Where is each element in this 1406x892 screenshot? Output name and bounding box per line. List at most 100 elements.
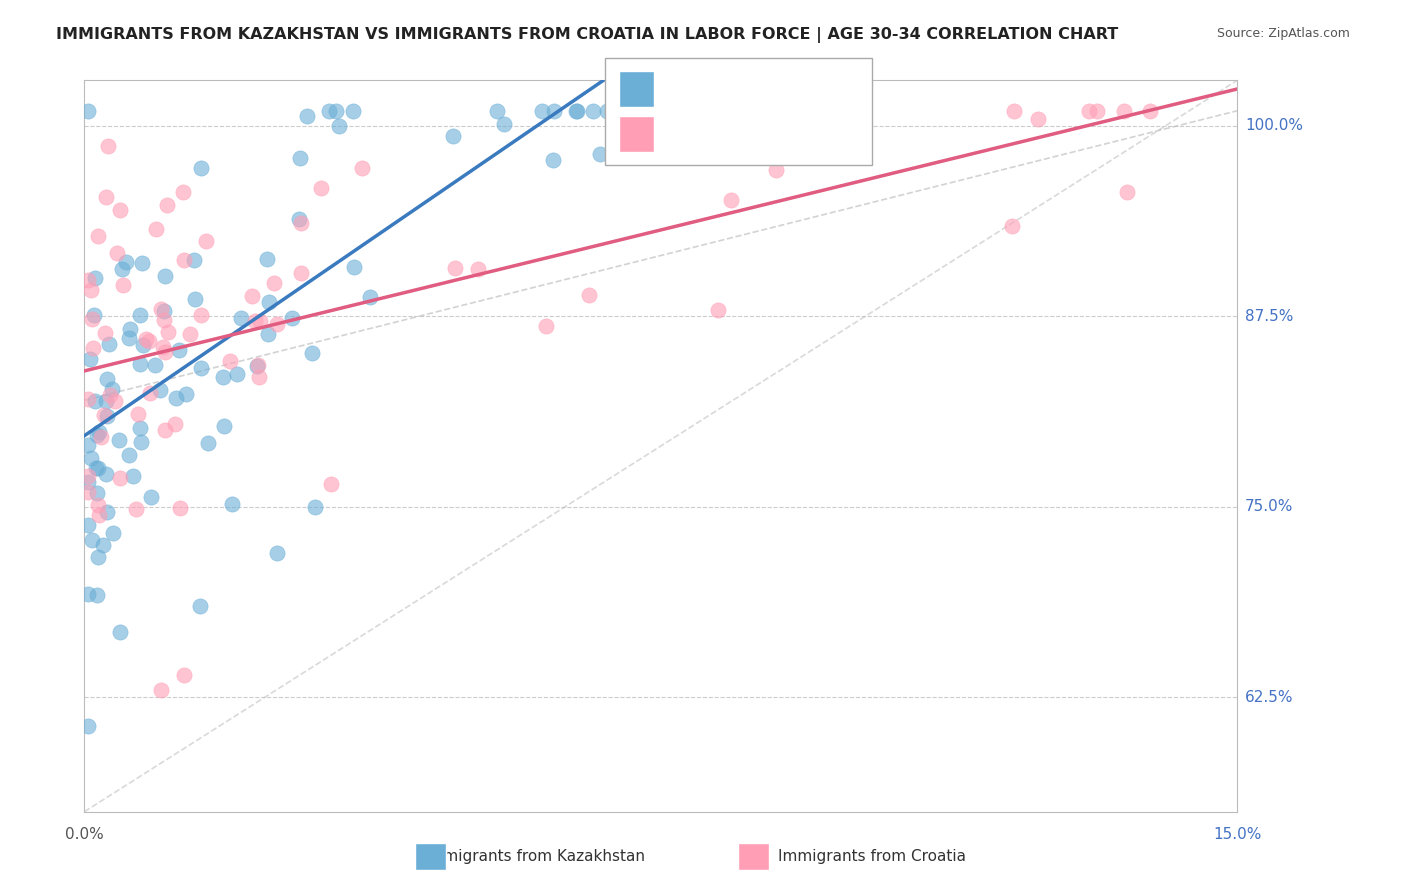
Point bbox=[494, 117, 516, 131]
Point bbox=[343, 260, 366, 274]
Point bbox=[77, 437, 100, 451]
Text: 100.0%: 100.0% bbox=[1244, 119, 1303, 134]
Point bbox=[96, 372, 118, 386]
Point bbox=[350, 161, 373, 175]
Point bbox=[94, 326, 117, 340]
Point bbox=[86, 588, 108, 602]
Text: 0.0%: 0.0% bbox=[65, 827, 104, 842]
Point bbox=[441, 128, 464, 143]
Point bbox=[304, 500, 326, 514]
Text: Source: ZipAtlas.com: Source: ZipAtlas.com bbox=[1216, 27, 1350, 40]
Point bbox=[94, 190, 117, 204]
Point bbox=[1026, 112, 1049, 127]
Point bbox=[97, 336, 120, 351]
Point bbox=[173, 667, 195, 681]
Point bbox=[94, 394, 117, 409]
Point bbox=[77, 273, 100, 287]
Point bbox=[444, 260, 467, 275]
Point bbox=[80, 283, 103, 297]
Point bbox=[125, 502, 148, 516]
Point bbox=[229, 311, 252, 326]
Point bbox=[129, 308, 152, 322]
Point bbox=[290, 216, 312, 230]
Point bbox=[149, 384, 172, 398]
Point bbox=[1001, 219, 1024, 234]
Point bbox=[212, 419, 235, 434]
Point bbox=[77, 719, 100, 733]
Point bbox=[77, 484, 100, 499]
Point bbox=[115, 254, 138, 268]
Point bbox=[280, 311, 302, 326]
Point bbox=[184, 292, 207, 306]
Point bbox=[247, 370, 270, 384]
Point bbox=[257, 327, 280, 342]
Point bbox=[706, 303, 728, 318]
Point bbox=[77, 468, 100, 483]
Point bbox=[108, 203, 131, 218]
Point bbox=[82, 341, 104, 355]
Point bbox=[103, 525, 125, 540]
Point bbox=[139, 386, 162, 401]
Point bbox=[259, 295, 281, 310]
Point bbox=[127, 407, 149, 421]
Point bbox=[98, 388, 121, 402]
Text: 75.0%: 75.0% bbox=[1244, 500, 1294, 515]
Point bbox=[197, 435, 219, 450]
Point bbox=[174, 386, 197, 401]
Point bbox=[325, 103, 347, 118]
Point bbox=[90, 430, 112, 444]
Point bbox=[1139, 103, 1161, 118]
Point bbox=[288, 212, 311, 227]
Point bbox=[188, 599, 211, 613]
Point bbox=[309, 181, 332, 195]
Point bbox=[565, 103, 588, 118]
Point bbox=[79, 451, 101, 466]
Point bbox=[485, 103, 508, 118]
Point bbox=[108, 433, 131, 447]
Point bbox=[94, 467, 117, 481]
Point bbox=[596, 103, 619, 118]
Point bbox=[80, 312, 103, 326]
Point bbox=[82, 533, 104, 547]
Point bbox=[87, 498, 110, 512]
Point bbox=[111, 277, 134, 292]
Point bbox=[1077, 103, 1099, 118]
Point bbox=[129, 357, 152, 371]
Point bbox=[86, 428, 108, 442]
Point bbox=[108, 471, 131, 485]
Point bbox=[118, 331, 141, 345]
Point bbox=[342, 103, 364, 118]
Point bbox=[118, 448, 141, 462]
Point bbox=[534, 318, 557, 333]
Point bbox=[614, 103, 637, 118]
Point bbox=[190, 161, 212, 175]
Point bbox=[190, 360, 212, 375]
Point bbox=[301, 346, 323, 360]
Point bbox=[93, 408, 115, 422]
Point bbox=[91, 538, 114, 552]
Point bbox=[169, 500, 191, 515]
Point bbox=[211, 370, 233, 384]
Point bbox=[467, 262, 489, 277]
Point bbox=[668, 112, 690, 127]
Point bbox=[1116, 186, 1139, 200]
Point bbox=[190, 308, 212, 322]
Point bbox=[179, 327, 201, 342]
Point bbox=[104, 393, 127, 408]
Point bbox=[240, 289, 263, 303]
Point bbox=[156, 198, 179, 212]
Point bbox=[328, 119, 350, 133]
Point bbox=[290, 266, 312, 280]
Point bbox=[97, 139, 120, 153]
Point bbox=[155, 268, 177, 283]
Point bbox=[530, 103, 553, 118]
Point bbox=[122, 469, 145, 483]
Point bbox=[318, 103, 340, 118]
Point bbox=[77, 475, 100, 489]
Point bbox=[266, 317, 288, 331]
Point bbox=[246, 359, 269, 373]
Point bbox=[101, 382, 124, 396]
Point bbox=[172, 185, 194, 199]
Point bbox=[165, 392, 187, 406]
Point bbox=[143, 358, 166, 372]
